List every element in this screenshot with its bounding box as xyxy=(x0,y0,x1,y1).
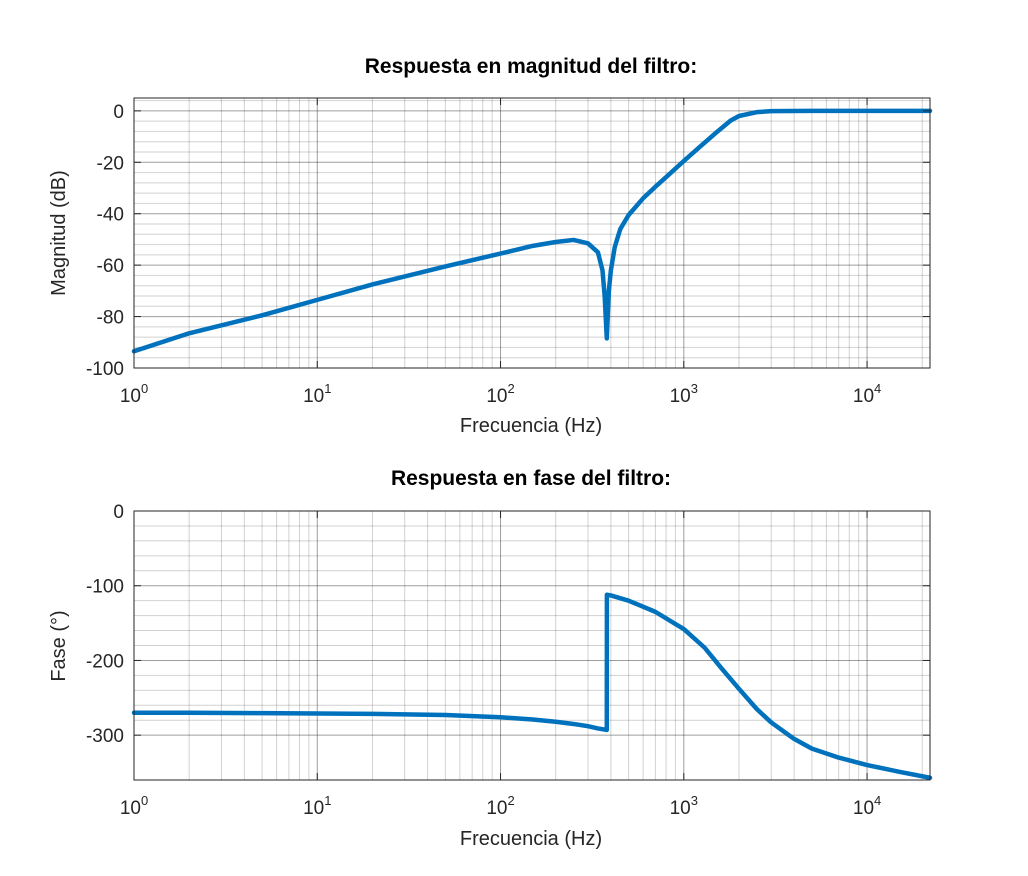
phase-x-axis-label: Frecuencia (Hz) xyxy=(460,828,602,850)
phase-y-tick-label: -100 xyxy=(86,577,124,598)
phase-x-tick-label: 101 xyxy=(303,793,331,819)
phase-y-tick-label: 0 xyxy=(113,502,124,523)
phase-x-tick-label: 100 xyxy=(120,793,148,819)
magnitude-response-line xyxy=(131,108,933,354)
magnitude-plot-title: Respuesta en magnitud del filtro: xyxy=(365,55,698,78)
magnitude-axes-box xyxy=(133,97,931,369)
magnitude-x-tick-label: 101 xyxy=(303,381,331,407)
magnitude-y-tick-label: 0 xyxy=(113,102,124,123)
magnitude-y-tick-label: -60 xyxy=(97,256,124,277)
magnitude-x-tick-label: 100 xyxy=(120,381,148,407)
magnitude-grid xyxy=(134,98,930,368)
phase-axes-box xyxy=(133,510,931,781)
magnitude-ticks: 100 101 102 103 104 0 -20 -40 -60 -80 -100 xyxy=(86,98,930,407)
magnitude-plot: Respuesta en magnitud del filtro: 100 101… xyxy=(48,55,933,437)
phase-plot: Respuesta en fase del filtro: 100 101 102 1… xyxy=(48,467,933,850)
phase-grid xyxy=(134,511,930,780)
phase-y-axis-label: Fase (°) xyxy=(48,610,70,681)
phase-y-tick-label: -200 xyxy=(86,651,124,672)
phase-curve-group xyxy=(131,592,933,781)
magnitude-x-tick-label: 102 xyxy=(486,381,514,407)
magnitude-y-tick-label: -40 xyxy=(97,205,124,226)
magnitude-y-tick-label: -100 xyxy=(86,359,124,380)
phase-plot-title: Respuesta en fase del filtro: xyxy=(391,467,671,490)
magnitude-y-axis-label: Magnitud (dB) xyxy=(48,170,70,296)
phase-y-tick-label: -300 xyxy=(86,726,124,747)
magnitude-curve-group xyxy=(131,108,933,354)
phase-x-tick-label: 102 xyxy=(486,793,514,819)
magnitude-x-tick-label: 104 xyxy=(853,381,881,407)
magnitude-y-tick-label: -20 xyxy=(97,153,124,174)
magnitude-x-axis-label: Frecuencia (Hz) xyxy=(460,415,602,437)
phase-x-tick-label: 103 xyxy=(670,793,698,819)
phase-response-line xyxy=(131,592,933,781)
magnitude-y-tick-label: -80 xyxy=(97,308,124,329)
phase-x-tick-label: 104 xyxy=(853,793,881,819)
magnitude-x-tick-label: 103 xyxy=(670,381,698,407)
